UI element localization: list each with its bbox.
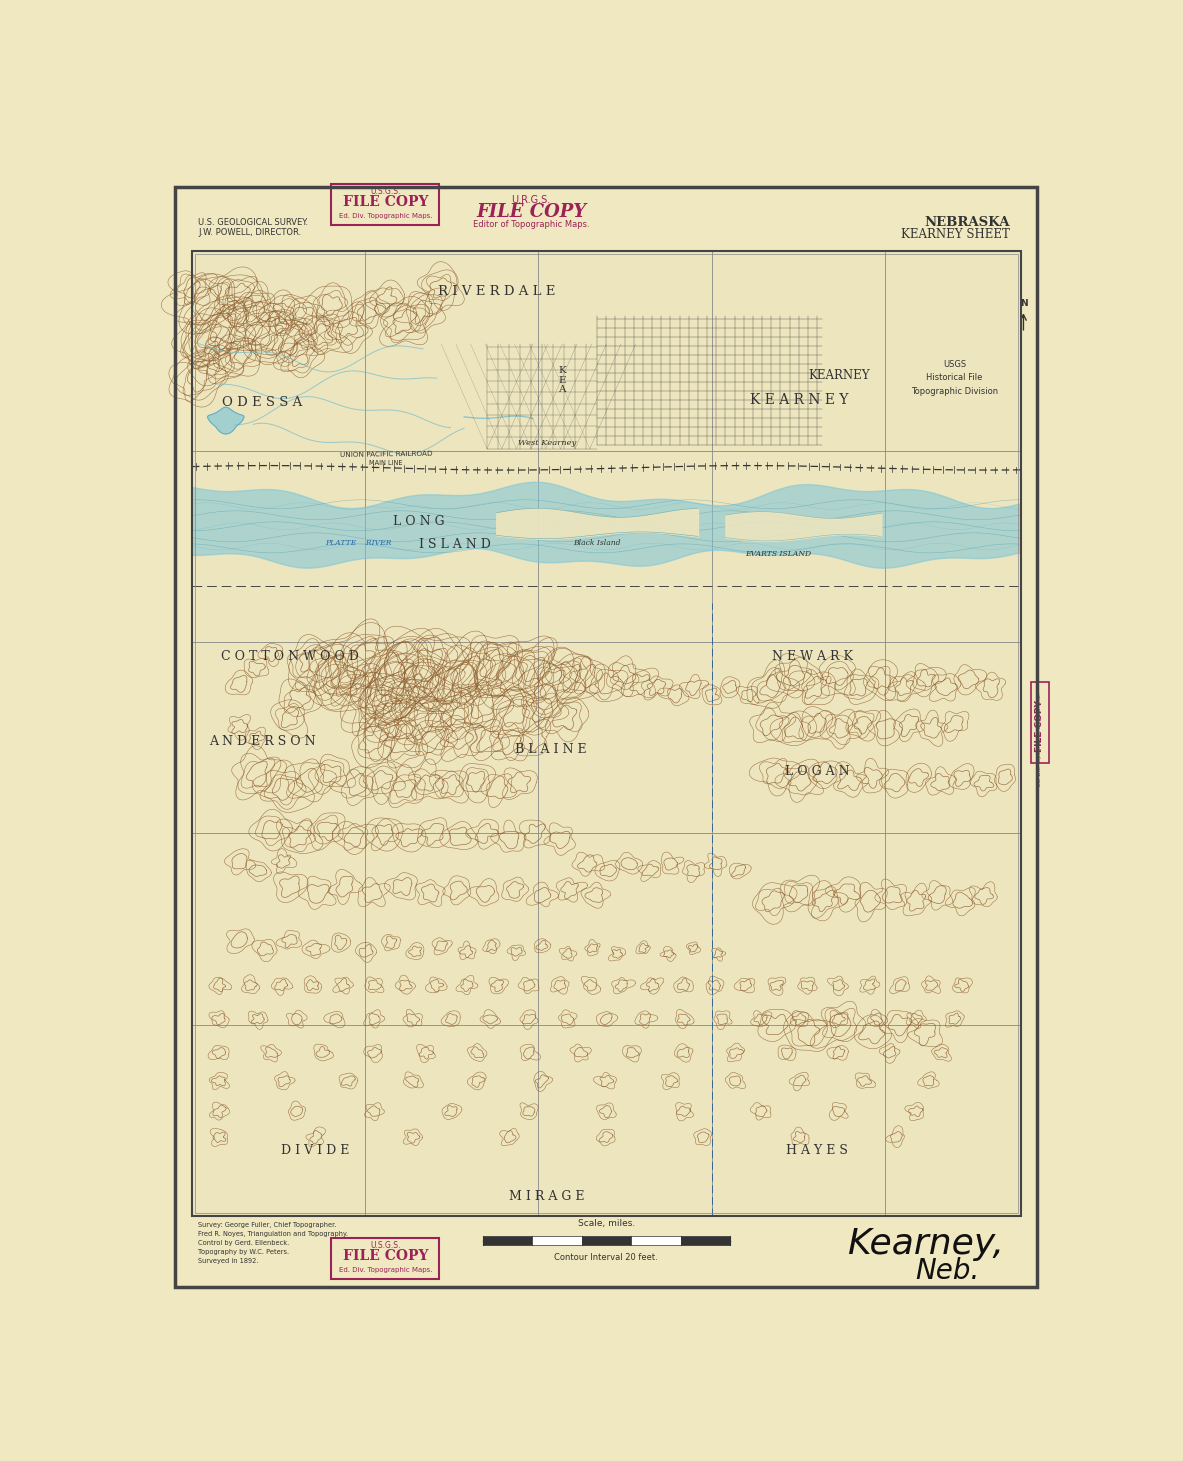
Text: U.S.G.S.: U.S.G.S. bbox=[370, 1242, 401, 1251]
Bar bbox=[582, 1236, 631, 1245]
Text: Topography by W.C. Peters.: Topography by W.C. Peters. bbox=[199, 1249, 290, 1255]
Text: Black Island: Black Island bbox=[574, 539, 621, 548]
Text: C O T T O N W O O D: C O T T O N W O O D bbox=[221, 650, 358, 663]
Text: U.S. GEOLOGICAL SURVEY.: U.S. GEOLOGICAL SURVEY. bbox=[199, 218, 309, 226]
Text: R I V E R D A L E: R I V E R D A L E bbox=[438, 285, 555, 298]
Text: Fred R. Noyes, Triangulation and Topography.: Fred R. Noyes, Triangulation and Topogra… bbox=[199, 1232, 348, 1237]
Text: Ed. Div. Topographic Maps.: Ed. Div. Topographic Maps. bbox=[338, 213, 432, 219]
Text: H A Y E S: H A Y E S bbox=[787, 1144, 848, 1157]
Bar bbox=[195, 254, 1017, 1213]
Polygon shape bbox=[207, 408, 244, 434]
Text: J.W. POWELL, DIRECTOR.: J.W. POWELL, DIRECTOR. bbox=[199, 228, 302, 237]
Text: K E A R N E Y: K E A R N E Y bbox=[750, 393, 848, 408]
Bar bbox=[680, 1236, 730, 1245]
Bar bbox=[331, 184, 439, 225]
Text: Topographic Division: Topographic Division bbox=[911, 387, 998, 396]
Text: USGS: USGS bbox=[943, 359, 967, 368]
Text: Ed. Div. Topographic Maps.: Ed. Div. Topographic Maps. bbox=[338, 1267, 432, 1273]
Text: Editor of Topographic Maps.: Editor of Topographic Maps. bbox=[473, 221, 589, 229]
Text: Historical File: Historical File bbox=[926, 374, 983, 383]
Text: KEARNEY: KEARNEY bbox=[808, 370, 870, 383]
Text: L O G A N: L O G A N bbox=[784, 766, 849, 779]
Text: FILE COPY: FILE COPY bbox=[476, 203, 586, 222]
Text: FILE COPY: FILE COPY bbox=[343, 196, 428, 209]
Text: PLATTE    RIVER: PLATTE RIVER bbox=[325, 539, 392, 548]
Bar bbox=[192, 251, 1021, 1216]
Text: D I V I D E: D I V I D E bbox=[282, 1144, 350, 1157]
Text: Surveyed in 1892.: Surveyed in 1892. bbox=[199, 1258, 259, 1264]
Text: FILE COPY: FILE COPY bbox=[343, 1249, 428, 1264]
Text: M I R A G E: M I R A G E bbox=[509, 1191, 584, 1204]
Text: KEARNEY SHEET: KEARNEY SHEET bbox=[900, 228, 1010, 241]
Bar bbox=[532, 1236, 582, 1245]
Text: Survey: George Fuller, Chief Topographer.: Survey: George Fuller, Chief Topographer… bbox=[199, 1221, 337, 1227]
Text: UNION PACIFIC RAILROAD: UNION PACIFIC RAILROAD bbox=[340, 450, 433, 457]
Bar bbox=[1030, 682, 1049, 763]
Bar bbox=[631, 1236, 680, 1245]
Text: MAIN LINE: MAIN LINE bbox=[369, 460, 403, 466]
Text: Neb.: Neb. bbox=[916, 1256, 980, 1286]
Text: FILE COPY: FILE COPY bbox=[1034, 701, 1043, 752]
Text: Kearney,: Kearney, bbox=[847, 1227, 1004, 1261]
Text: L O N G: L O N G bbox=[393, 516, 444, 529]
Text: Contour Interval 20 feet.: Contour Interval 20 feet. bbox=[555, 1254, 658, 1262]
Text: NEBRASKA: NEBRASKA bbox=[924, 216, 1010, 229]
Text: B L A I N E: B L A I N E bbox=[516, 742, 587, 755]
Text: West Kearney: West Kearney bbox=[517, 440, 576, 447]
Text: I S L A N D: I S L A N D bbox=[419, 538, 491, 551]
Text: N: N bbox=[1020, 300, 1027, 308]
Bar bbox=[483, 1236, 532, 1245]
Text: U.S.G.S.: U.S.G.S. bbox=[1036, 691, 1041, 716]
Text: K
E
A: K E A bbox=[558, 365, 567, 394]
Bar bbox=[331, 1239, 439, 1278]
Text: U.S.G.S.: U.S.G.S. bbox=[370, 187, 401, 196]
Text: Scale, miles.: Scale, miles. bbox=[577, 1220, 635, 1229]
Text: Ed. Div. Topographic Maps.: Ed. Div. Topographic Maps. bbox=[1036, 712, 1041, 786]
Text: O D E S S A: O D E S S A bbox=[222, 396, 303, 409]
Text: N E W A R K: N E W A R K bbox=[772, 650, 853, 663]
Text: EVARTS ISLAND: EVARTS ISLAND bbox=[745, 551, 812, 558]
Text: Control by Gerd. Ellenbeck.: Control by Gerd. Ellenbeck. bbox=[199, 1240, 290, 1246]
Bar bbox=[192, 251, 1021, 1216]
Text: U.R.G.S.: U.R.G.S. bbox=[511, 196, 551, 205]
Text: A N D E R S O N: A N D E R S O N bbox=[209, 735, 316, 748]
